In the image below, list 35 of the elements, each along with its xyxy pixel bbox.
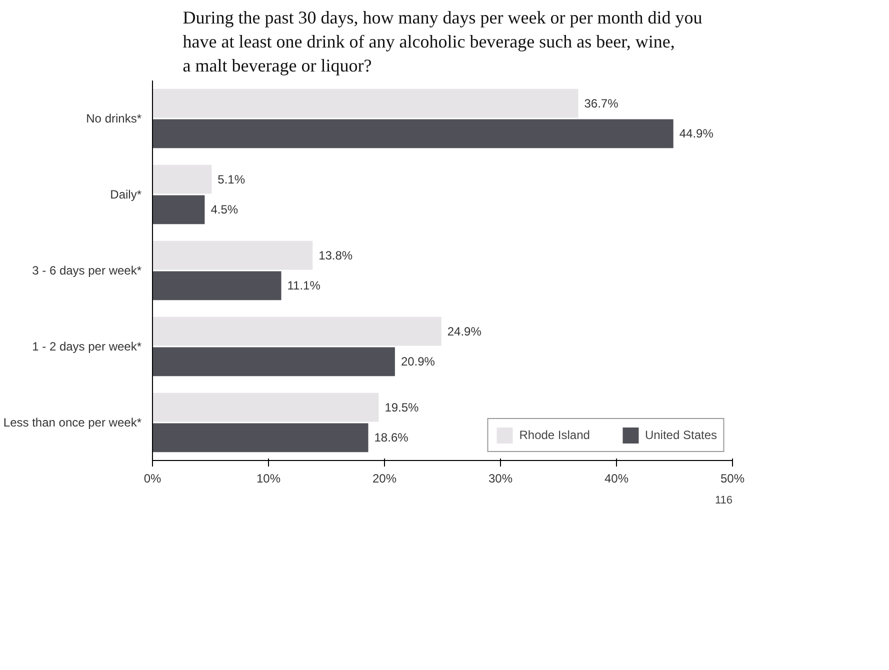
bar xyxy=(152,271,282,300)
x-tick-label: 50% xyxy=(720,472,745,486)
data-label: 24.9% xyxy=(447,324,482,338)
x-tick-label: 10% xyxy=(256,472,281,486)
data-label: 36.7% xyxy=(584,96,619,110)
y-tick-label: 1 - 2 days per week* xyxy=(32,340,142,354)
legend-label: United States xyxy=(644,428,717,442)
x-tick-label: 0% xyxy=(144,472,162,486)
bar xyxy=(152,392,379,422)
y-tick-label: Less than once per week* xyxy=(3,416,142,430)
x-tick-label: 30% xyxy=(488,472,513,486)
data-label: 5.1% xyxy=(218,172,246,186)
text: 116 xyxy=(714,494,733,506)
bar xyxy=(152,347,395,376)
legend-label: Rhode Island xyxy=(519,428,590,442)
data-label: 20.9% xyxy=(400,354,436,369)
data-label: 19.5% xyxy=(384,400,420,414)
bar xyxy=(152,423,368,452)
bar xyxy=(152,119,674,148)
y-tick-label: Daily* xyxy=(110,188,142,202)
bar xyxy=(152,164,212,194)
data-label: 11.1% xyxy=(287,278,321,293)
x-tick-label: 40% xyxy=(604,472,629,486)
data-label: 4.5% xyxy=(210,202,238,217)
y-tick-label: 3 - 6 days per week* xyxy=(32,264,142,278)
data-label: 13.8% xyxy=(318,248,353,262)
bar xyxy=(152,240,313,270)
data-label: 18.6% xyxy=(374,430,409,445)
chart-title: During the past 30 days, how many days per week or per month did you have at least one drink of any alcoholic beverage such as beer, wine, a malt beverage or liquor? xyxy=(182,8,702,76)
x-tick-label: 20% xyxy=(372,472,397,486)
bar xyxy=(152,195,205,224)
bar xyxy=(152,316,442,346)
y-tick-label: No drinks* xyxy=(86,112,142,126)
data-label: 44.9% xyxy=(679,126,714,141)
bar xyxy=(152,88,578,118)
